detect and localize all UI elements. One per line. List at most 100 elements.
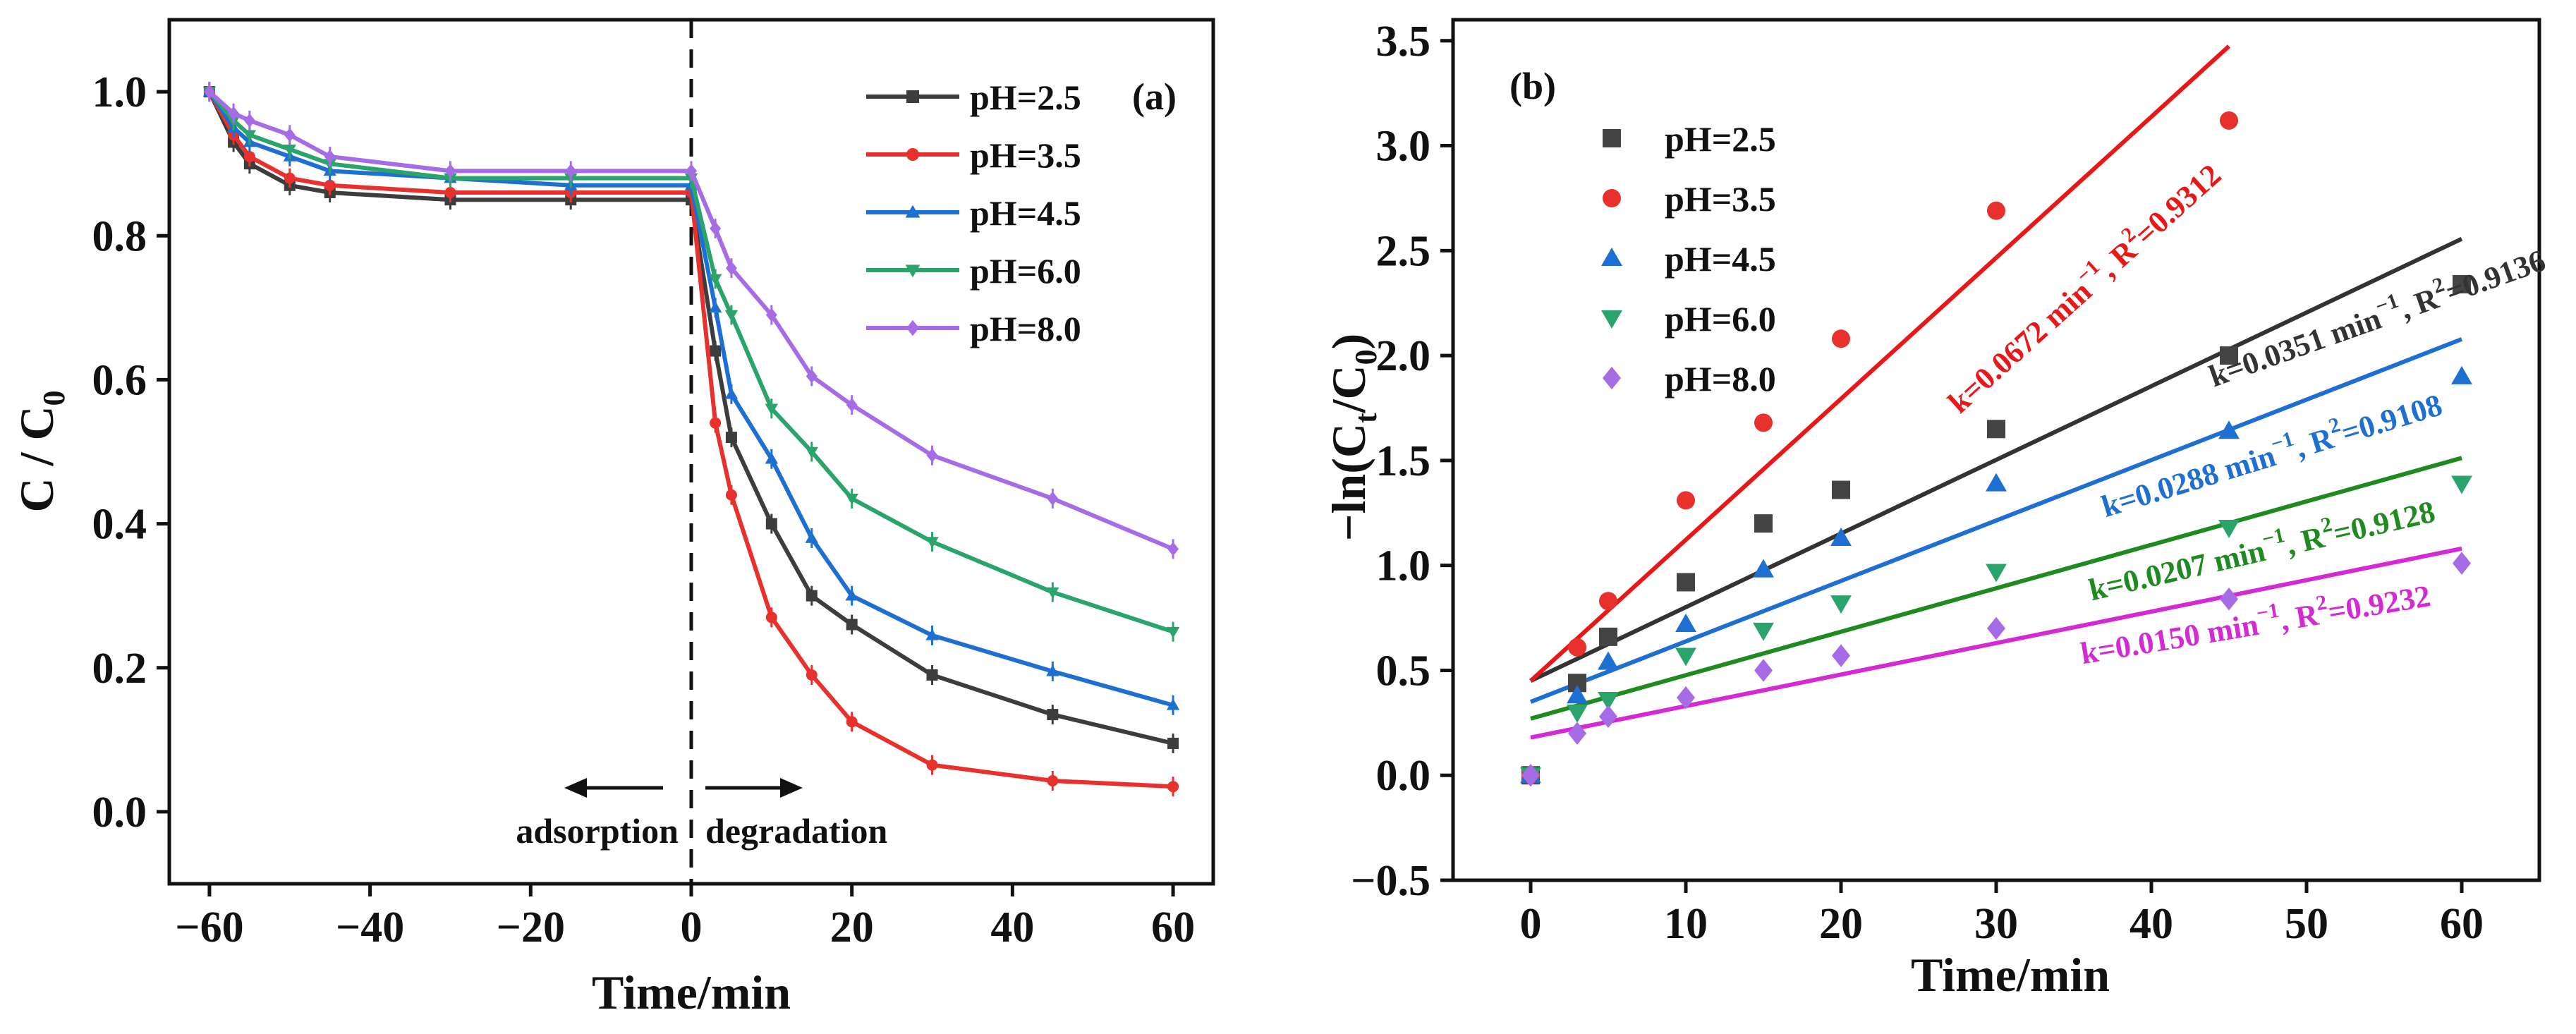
fit-label-part: −1 — [2260, 523, 2288, 551]
data-point — [925, 628, 939, 640]
series-b-ph-3-5 — [1521, 111, 2238, 785]
panel-a-x-tick-label: −40 — [336, 904, 404, 951]
fit-label-part: =0.9128 — [2330, 494, 2438, 552]
panel-a-x-tick-label: 0 — [681, 904, 703, 951]
data-point — [2453, 274, 2471, 293]
legend-label: pH=4.5 — [970, 193, 1081, 233]
data-point — [1675, 647, 1696, 667]
panel-b-tag: (b) — [1509, 65, 1556, 107]
panel-a-y-tick-label: 0.4 — [92, 501, 147, 549]
data-point — [1987, 616, 2005, 640]
data-point — [686, 164, 697, 178]
data-point — [1754, 514, 1773, 533]
series-line — [207, 90, 1174, 746]
data-point — [1677, 491, 1695, 510]
adsorption-arrowhead — [564, 778, 587, 798]
legend-item-a-ph-3-5: pH=3.5 — [866, 135, 1081, 175]
data-point — [765, 308, 777, 322]
data-point — [1167, 542, 1179, 556]
panel-b-x-axis-title: Time/min — [1911, 948, 2110, 1002]
fit-line-ph-4-5 — [1529, 337, 2463, 704]
data-point — [1599, 627, 1617, 646]
legend-marker — [1601, 248, 1622, 267]
fit-label-part: k=0.0207 min — [2086, 533, 2268, 607]
panel-b-series — [1520, 111, 2472, 787]
data-point — [203, 85, 215, 99]
panel-b-x-tick-label: 30 — [1974, 900, 2018, 948]
data-point — [806, 669, 818, 681]
data-point — [1677, 686, 1695, 710]
data-point — [1567, 685, 1588, 704]
data-point — [1753, 559, 1774, 578]
legend-marker — [906, 148, 919, 161]
panel-a-y-title-main: C / C — [10, 406, 63, 512]
fit-label-part: k=0.0288 min — [2098, 439, 2280, 524]
legend-item-a-ph-4-5: pH=4.5 — [866, 193, 1081, 233]
panel-a-y-tick-label: 0.0 — [92, 789, 147, 837]
data-point — [2451, 475, 2472, 494]
data-point — [1166, 698, 1180, 710]
panel-a-legend: pH=2.5 pH=3.5 pH=4.5 pH=6.0 pH=8.0 — [866, 78, 1081, 348]
fit-label-part: =0.9232 — [2326, 578, 2433, 629]
panel-b-y-tick-label: 0.0 — [1376, 752, 1431, 800]
panel-b-y-title-sub-0: 0 — [1349, 349, 1383, 365]
panel-b: 0 10 20 30 40 50 60−0.50.00.51.01.52.02.53.03.… — [1322, 18, 2550, 1002]
legend-item-b-ph-2-5: pH=2.5 — [1603, 119, 1776, 159]
degradation-label: degradation — [705, 811, 888, 851]
data-point — [1677, 573, 1695, 592]
legend-marker — [1603, 129, 1621, 147]
legend-item-b-ph-3-5: pH=3.5 — [1603, 179, 1776, 219]
legend-label: pH=3.5 — [1665, 179, 1776, 219]
data-point — [1599, 592, 1617, 611]
data-point — [565, 164, 577, 178]
data-point — [228, 106, 240, 121]
panel-a-x-axis-title: Time/min — [592, 966, 791, 1019]
data-point — [324, 149, 336, 164]
data-point — [1832, 644, 1850, 667]
legend-item-a-ph-2-5: pH=2.5 — [866, 78, 1081, 117]
legend-marker — [906, 90, 919, 103]
data-point — [845, 494, 858, 506]
panel-a-tag: (a) — [1132, 75, 1177, 118]
panel-b-legend: pH=2.5 pH=3.5 pH=4.5 pH=6.0 pH=8.0 — [1601, 119, 1776, 399]
panel-b-y-tick-label: 3.5 — [1376, 18, 1431, 66]
data-point — [1568, 638, 1586, 657]
legend-label: pH=8.0 — [970, 309, 1081, 348]
panel-b-x-tick-label: 60 — [2440, 900, 2484, 948]
panel-a-x-tick-label: 20 — [830, 904, 874, 951]
data-point — [283, 144, 296, 156]
data-point — [1753, 622, 1774, 641]
data-point — [1521, 763, 1540, 787]
data-point — [1832, 480, 1850, 499]
data-point — [1046, 664, 1059, 676]
data-point — [2218, 420, 2240, 439]
data-point — [805, 446, 818, 458]
data-point — [1568, 722, 1586, 745]
data-point — [805, 531, 818, 543]
fit-label-part: k=0.0150 min — [2078, 607, 2261, 671]
data-point — [243, 130, 257, 142]
panel-b-x-tick-label: 20 — [1819, 900, 1863, 948]
legend-label: pH=8.0 — [1665, 359, 1776, 399]
panel-b-x-tick-label: 0 — [1520, 900, 1542, 948]
data-point — [243, 113, 255, 128]
panel-b-axis-ticks: 0 10 20 30 40 50 60−0.50.00.51.01.52.02.53.03.… — [1351, 18, 2484, 948]
panel-b-x-tick-label: 50 — [2285, 900, 2328, 948]
data-point — [1046, 587, 1059, 599]
data-point — [324, 179, 336, 191]
data-point — [925, 537, 939, 549]
data-point — [765, 403, 779, 415]
panel-b-y-tick-label: 2.5 — [1376, 227, 1431, 275]
data-point — [765, 452, 779, 464]
panel-b-fit-lines — [1529, 44, 2463, 740]
data-point — [765, 518, 777, 530]
data-point — [1830, 595, 1852, 614]
data-point — [846, 398, 858, 413]
panel-b-x-tick-label: 10 — [1664, 900, 1708, 948]
legend-item-a-ph-6-0: pH=6.0 — [866, 251, 1081, 291]
adsorption-label: adsorption — [516, 811, 679, 851]
data-point — [1599, 705, 1617, 729]
panel-b-y-tick-label: 1.5 — [1376, 437, 1431, 485]
data-point — [243, 150, 255, 162]
data-point — [2220, 111, 2238, 130]
